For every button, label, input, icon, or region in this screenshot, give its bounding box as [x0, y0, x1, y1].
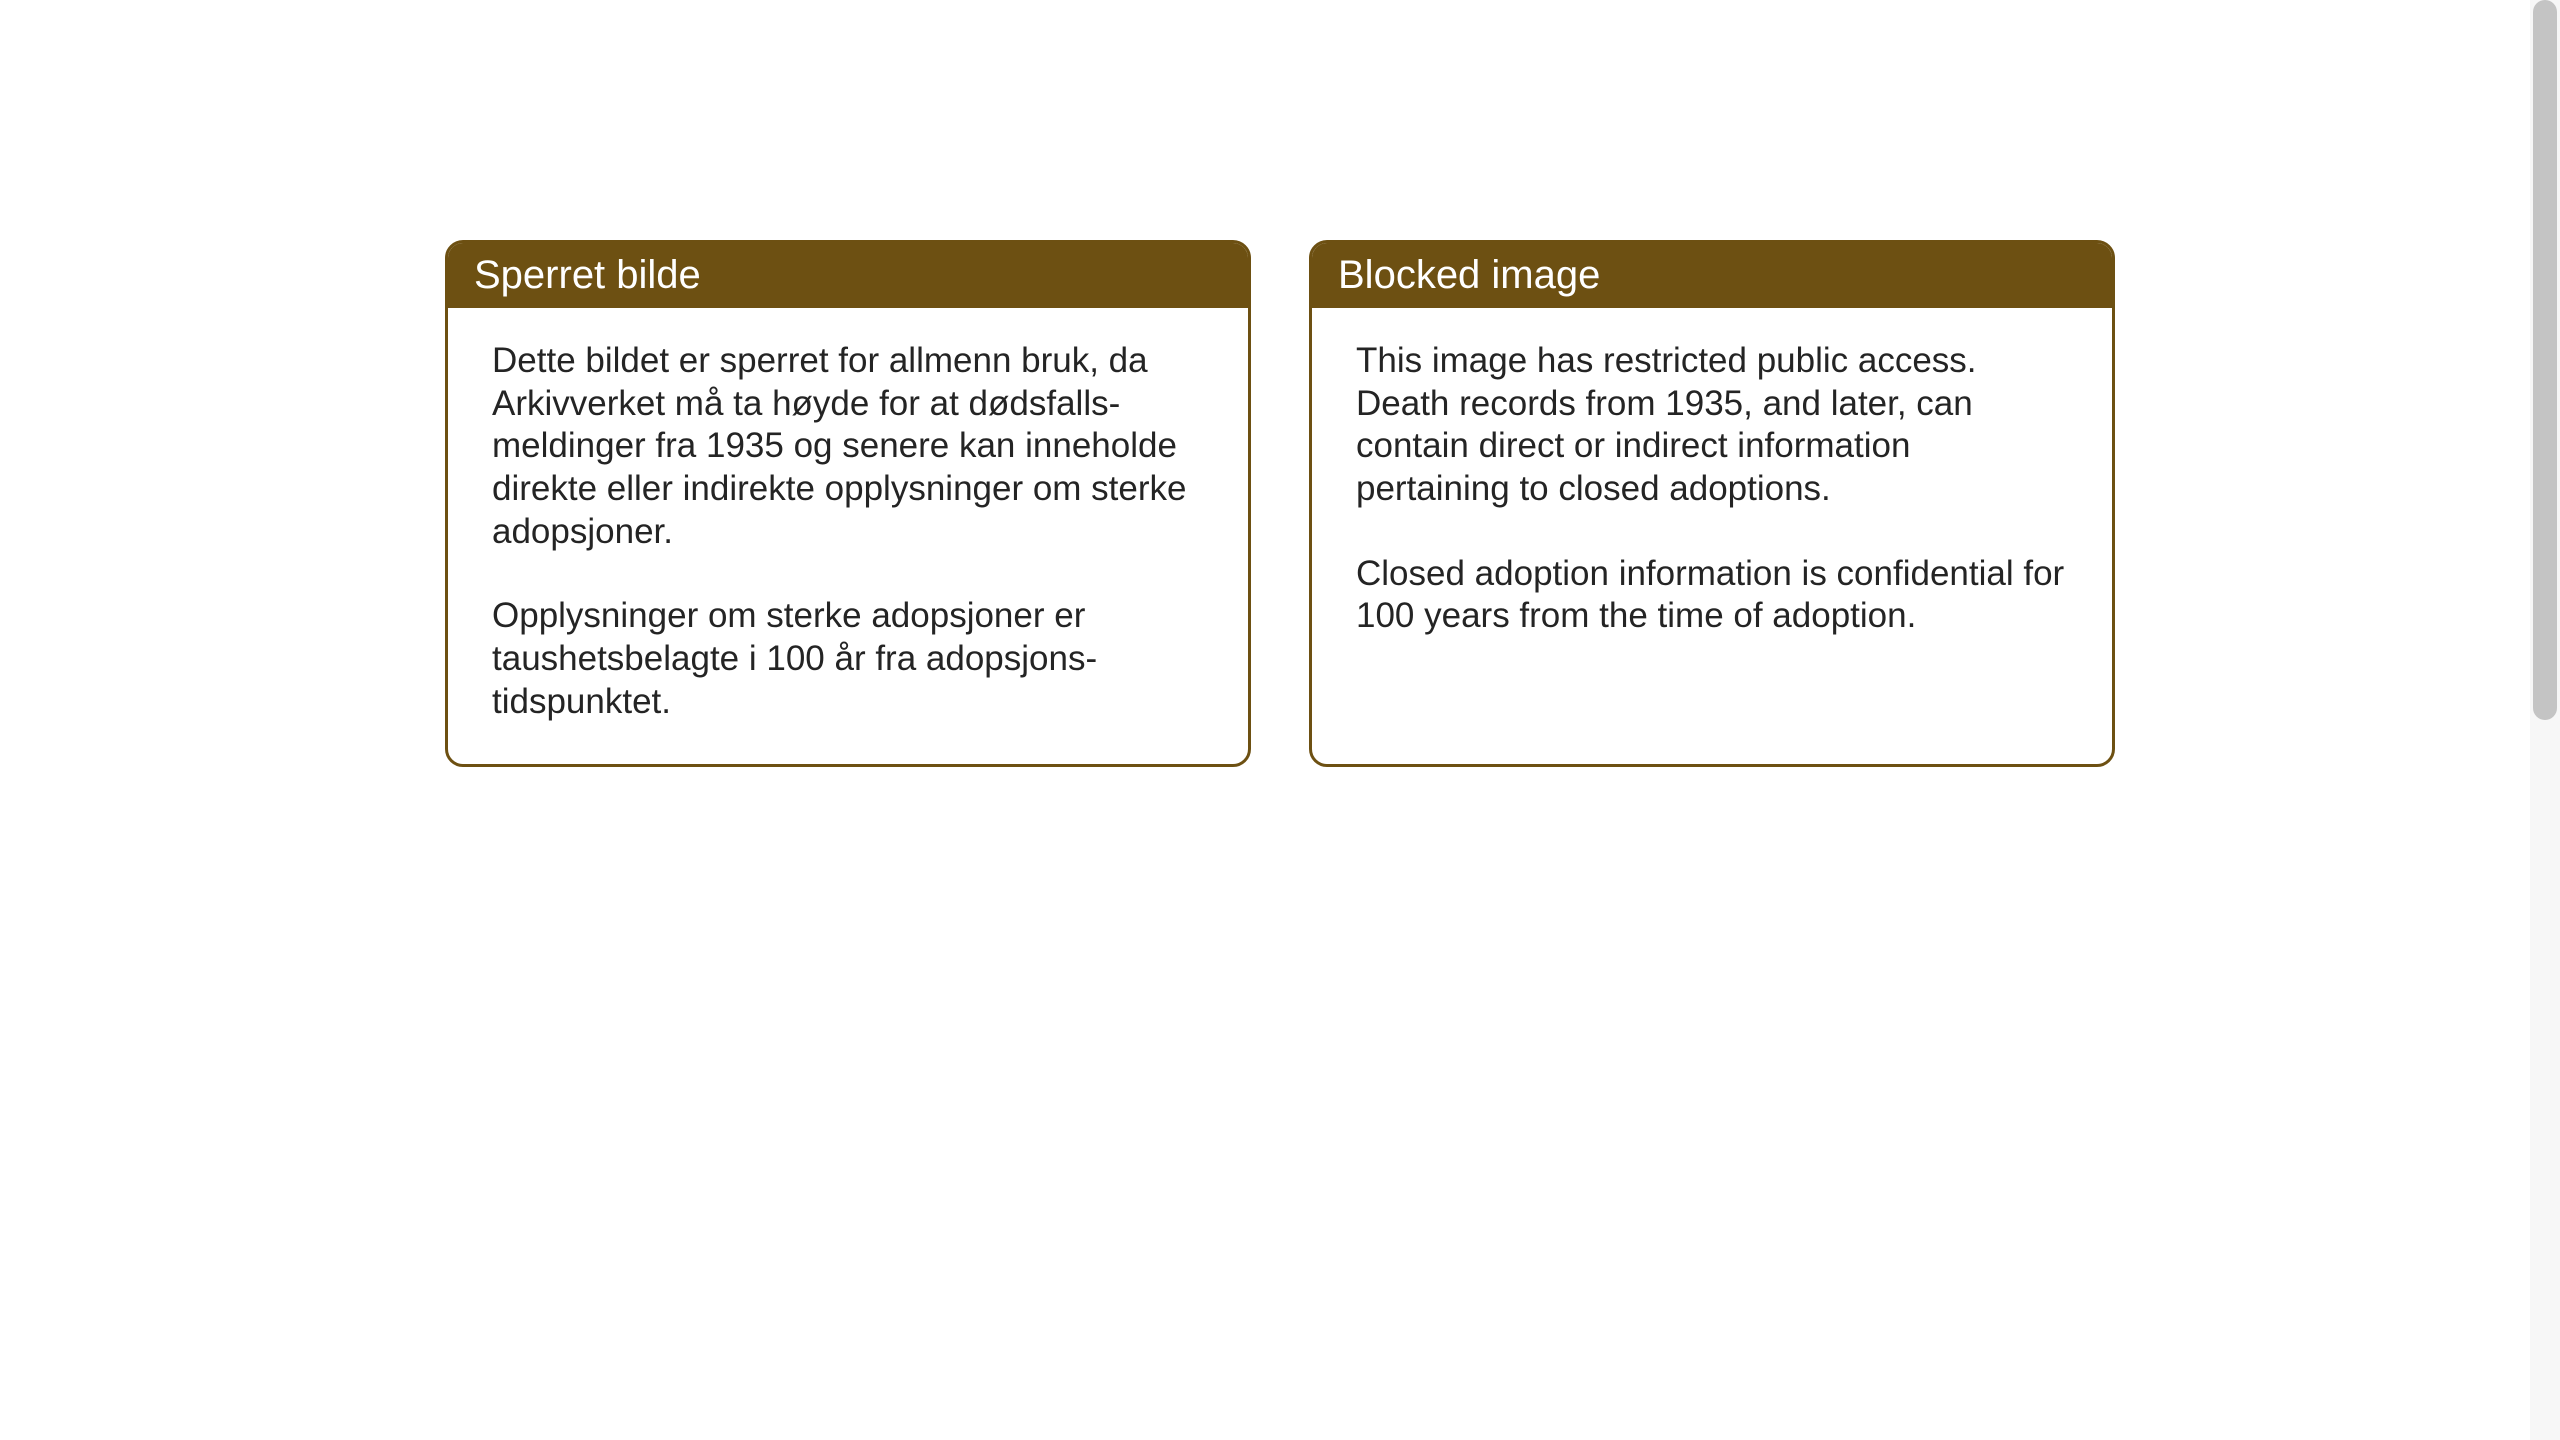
scrollbar-thumb[interactable] [2533, 0, 2557, 720]
notice-header-norwegian: Sperret bilde [448, 243, 1248, 308]
notice-container: Sperret bilde Dette bildet er sperret fo… [445, 240, 2115, 767]
notice-body-english: This image has restricted public access.… [1312, 308, 2112, 678]
notice-paragraph-2-english: Closed adoption information is confident… [1356, 553, 2068, 638]
notice-paragraph-1-norwegian: Dette bildet er sperret for allmenn bruk… [492, 340, 1204, 553]
vertical-scrollbar[interactable] [2530, 0, 2560, 1440]
notice-header-english: Blocked image [1312, 243, 2112, 308]
notice-box-english: Blocked image This image has restricted … [1309, 240, 2115, 767]
notice-paragraph-1-english: This image has restricted public access.… [1356, 340, 2068, 511]
notice-title-english: Blocked image [1338, 253, 1600, 297]
notice-paragraph-2-norwegian: Opplysninger om sterke adopsjoner er tau… [492, 595, 1204, 723]
notice-box-norwegian: Sperret bilde Dette bildet er sperret fo… [445, 240, 1251, 767]
notice-title-norwegian: Sperret bilde [474, 253, 701, 297]
notice-body-norwegian: Dette bildet er sperret for allmenn bruk… [448, 308, 1248, 764]
